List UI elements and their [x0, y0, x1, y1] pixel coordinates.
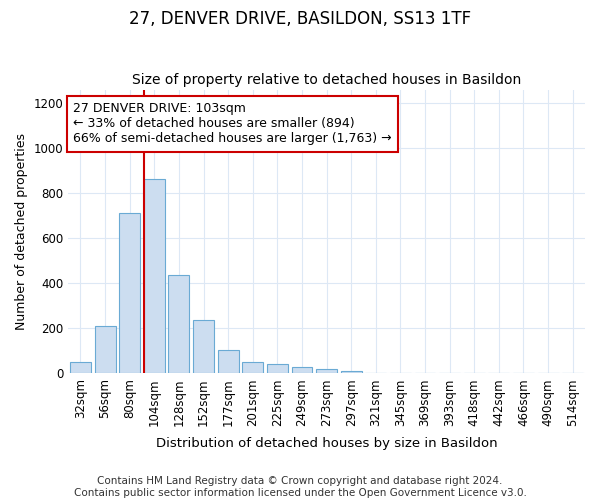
Bar [169, 276, 190, 374]
Bar [144, 178, 165, 374]
Bar [70, 362, 91, 374]
Bar [218, 350, 239, 374]
Y-axis label: Number of detached properties: Number of detached properties [15, 133, 28, 330]
Title: Size of property relative to detached houses in Basildon: Size of property relative to detached ho… [132, 73, 521, 87]
Text: Contains HM Land Registry data © Crown copyright and database right 2024.
Contai: Contains HM Land Registry data © Crown c… [74, 476, 526, 498]
Bar [242, 362, 263, 374]
Bar [292, 366, 313, 374]
X-axis label: Distribution of detached houses by size in Basildon: Distribution of detached houses by size … [156, 437, 497, 450]
Bar [267, 364, 288, 374]
Bar [341, 371, 362, 374]
Bar [119, 214, 140, 374]
Bar [193, 320, 214, 374]
Bar [316, 369, 337, 374]
Bar [95, 326, 116, 374]
Text: 27 DENVER DRIVE: 103sqm
← 33% of detached houses are smaller (894)
66% of semi-d: 27 DENVER DRIVE: 103sqm ← 33% of detache… [73, 102, 392, 146]
Text: 27, DENVER DRIVE, BASILDON, SS13 1TF: 27, DENVER DRIVE, BASILDON, SS13 1TF [129, 10, 471, 28]
